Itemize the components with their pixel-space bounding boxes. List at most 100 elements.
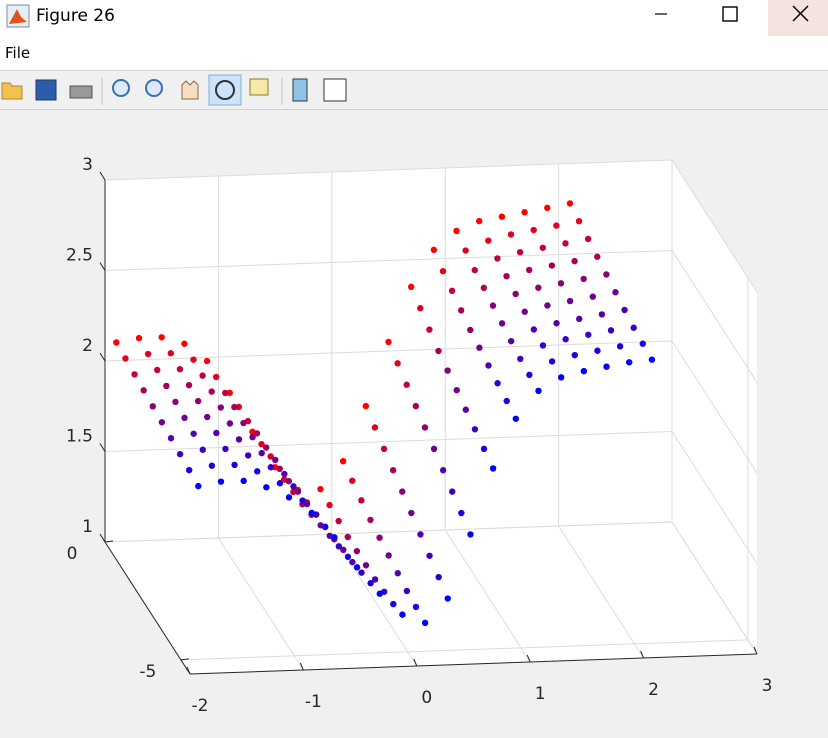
- z-tick: [99, 171, 106, 181]
- close-icon: [792, 5, 809, 22]
- data-point: [394, 360, 401, 367]
- window-title: Figure 26: [36, 6, 115, 26]
- data-point: [380, 445, 388, 453]
- legend-button[interactable]: [323, 78, 347, 102]
- zoom-in-button[interactable]: [112, 79, 130, 97]
- grid-line: [444, 529, 531, 663]
- data-point: [190, 356, 197, 363]
- data-point: [539, 342, 547, 349]
- x-tick: [413, 658, 418, 667]
- data-point: [580, 275, 587, 283]
- data-point: [539, 244, 546, 251]
- data-point: [208, 388, 215, 395]
- data-point: [498, 320, 506, 327]
- z-tick-label: 1: [82, 517, 93, 537]
- x-tick: [299, 662, 304, 671]
- data-point: [226, 420, 234, 427]
- data-point: [240, 419, 247, 427]
- zoom-out-button[interactable]: [145, 79, 163, 97]
- data-point: [430, 445, 438, 453]
- data-point: [353, 564, 361, 571]
- data-point: [639, 340, 646, 347]
- data-point: [181, 414, 188, 422]
- y-axis-line: [104, 541, 191, 675]
- grid-line: [104, 521, 673, 543]
- title-bar: Figure 26: [0, 0, 828, 36]
- data-point: [290, 488, 297, 496]
- colorbar-button[interactable]: [292, 78, 308, 102]
- data-point: [294, 488, 302, 495]
- print-button[interactable]: [69, 85, 93, 99]
- save-button[interactable]: [35, 79, 57, 101]
- data-point: [389, 467, 397, 474]
- data-point: [181, 340, 188, 347]
- data-point: [521, 209, 528, 216]
- data-point: [335, 517, 342, 525]
- z-tick-label: 2.5: [66, 246, 93, 266]
- data-point: [299, 497, 306, 504]
- grid-line: [671, 159, 758, 293]
- data-point: [458, 509, 465, 517]
- data-point: [253, 430, 261, 437]
- data-point: [449, 488, 456, 495]
- data-cursor-button[interactable]: [249, 78, 269, 96]
- data-point: [135, 334, 143, 342]
- data-point: [471, 266, 478, 274]
- data-point: [430, 246, 438, 254]
- data-point: [254, 468, 261, 475]
- data-point: [339, 458, 347, 465]
- data-point: [194, 397, 202, 405]
- y-tick-label: 0: [67, 544, 78, 564]
- data-point: [480, 284, 488, 292]
- data-point: [512, 415, 520, 422]
- data-point: [421, 619, 429, 627]
- open-button[interactable]: [1, 82, 23, 100]
- close-button[interactable]: [768, 0, 828, 36]
- title-bar-icons: [6, 0, 828, 36]
- data-point: [258, 440, 265, 448]
- data-point: [185, 466, 193, 474]
- data-point: [367, 516, 374, 524]
- data-point: [526, 371, 533, 379]
- data-point: [276, 480, 284, 487]
- grid-line: [104, 159, 673, 181]
- y-tick: [104, 540, 114, 543]
- data-point: [571, 257, 578, 265]
- data-point: [607, 327, 615, 334]
- data-point: [335, 543, 343, 550]
- data-point: [317, 485, 324, 493]
- rotate-button[interactable]: [208, 74, 242, 106]
- axes-background: [105, 160, 757, 674]
- data-point: [457, 307, 465, 314]
- menu-item[interactable]: File: [5, 44, 31, 62]
- data-point: [521, 308, 528, 315]
- maximize-button[interactable]: [722, 6, 738, 22]
- data-point: [544, 302, 551, 309]
- x-tick-label: 3: [762, 676, 773, 696]
- data-point: [371, 576, 379, 583]
- data-point: [589, 293, 596, 300]
- data-point: [530, 326, 538, 333]
- data-point: [621, 306, 628, 314]
- data-point: [267, 453, 274, 460]
- pan-button[interactable]: [181, 80, 199, 100]
- menu-bar: File: [0, 36, 828, 71]
- z-tick: [99, 443, 106, 452]
- data-point: [376, 534, 383, 541]
- data-point: [371, 424, 379, 431]
- x-tick: [640, 650, 645, 659]
- data-point: [417, 531, 424, 538]
- grid-line: [671, 431, 758, 564]
- data-point: [426, 552, 433, 559]
- data-point: [158, 419, 166, 426]
- data-point: [585, 331, 592, 338]
- data-point: [462, 406, 470, 413]
- data-point: [213, 429, 220, 437]
- data-point: [258, 449, 265, 457]
- data-point: [408, 509, 415, 517]
- data-point: [535, 284, 542, 291]
- grid-line: [558, 525, 645, 659]
- data-point: [503, 272, 510, 280]
